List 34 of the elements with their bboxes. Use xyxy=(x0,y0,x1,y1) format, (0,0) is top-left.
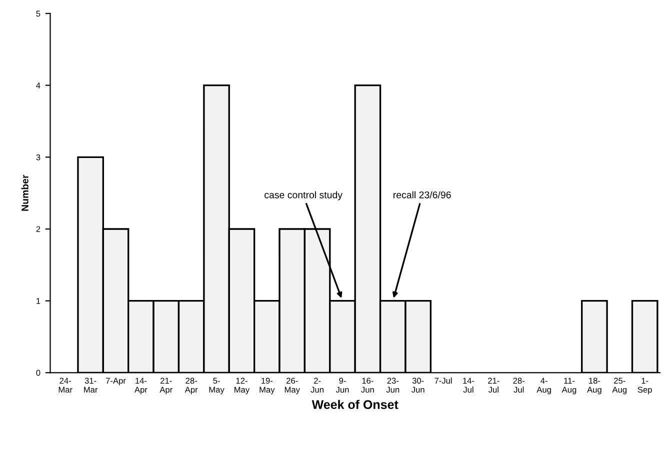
x-tick-label: 1- Sep xyxy=(638,378,652,394)
y-tick-label: 0 xyxy=(36,370,40,376)
x-tick-label: 25- Aug xyxy=(612,378,627,394)
x-tick-label: 23- Jun xyxy=(386,378,400,393)
x-tick-label: 14- Jul xyxy=(463,378,474,393)
x-tick-label: 21- Jul xyxy=(488,378,500,393)
x-tick-label: 5- May xyxy=(209,378,224,394)
x-tick-label: 19- May xyxy=(260,378,275,394)
y-tick-label: 5 xyxy=(36,10,40,17)
x-tick-label: 12- May xyxy=(234,378,250,394)
x-tick-label: 30- Jun xyxy=(412,378,424,393)
y-tick-label: 2 xyxy=(36,226,40,232)
y-tick-label: 4 xyxy=(36,82,40,88)
x-tick-label: 7-Jul xyxy=(434,378,452,384)
x-axis-title: Week of Onset xyxy=(312,400,398,410)
x-tick-label: 16- Jun xyxy=(361,378,374,393)
x-tick-label: 9- Jun xyxy=(336,378,349,393)
annotation: recall 23/6/96 xyxy=(394,191,451,198)
annotation: case control study xyxy=(264,191,342,200)
x-tick-label: 31- Mar xyxy=(84,378,98,393)
x-tick-label: 2- Jun xyxy=(310,378,324,393)
x-tick-label: 26- May xyxy=(284,378,300,394)
x-tick-label: 24- Mar xyxy=(58,378,72,393)
x-tick-label: 4- Aug xyxy=(536,378,551,394)
y-tick-label: 3 xyxy=(36,154,40,160)
x-tick-label: 7-Apr xyxy=(106,378,126,386)
x-tick-label: 18- Aug xyxy=(587,378,602,394)
x-tick-label: 28- Jul xyxy=(513,378,525,393)
y-tick-label: 1 xyxy=(36,298,40,304)
x-tick-label: 21- Apr xyxy=(160,378,172,394)
x-tick-label: 14- Apr xyxy=(134,378,148,394)
y-axis-title: Number xyxy=(21,174,28,211)
x-tick-label: 28- Apr xyxy=(184,378,198,394)
x-tick-label: 11- Aug xyxy=(562,378,576,394)
